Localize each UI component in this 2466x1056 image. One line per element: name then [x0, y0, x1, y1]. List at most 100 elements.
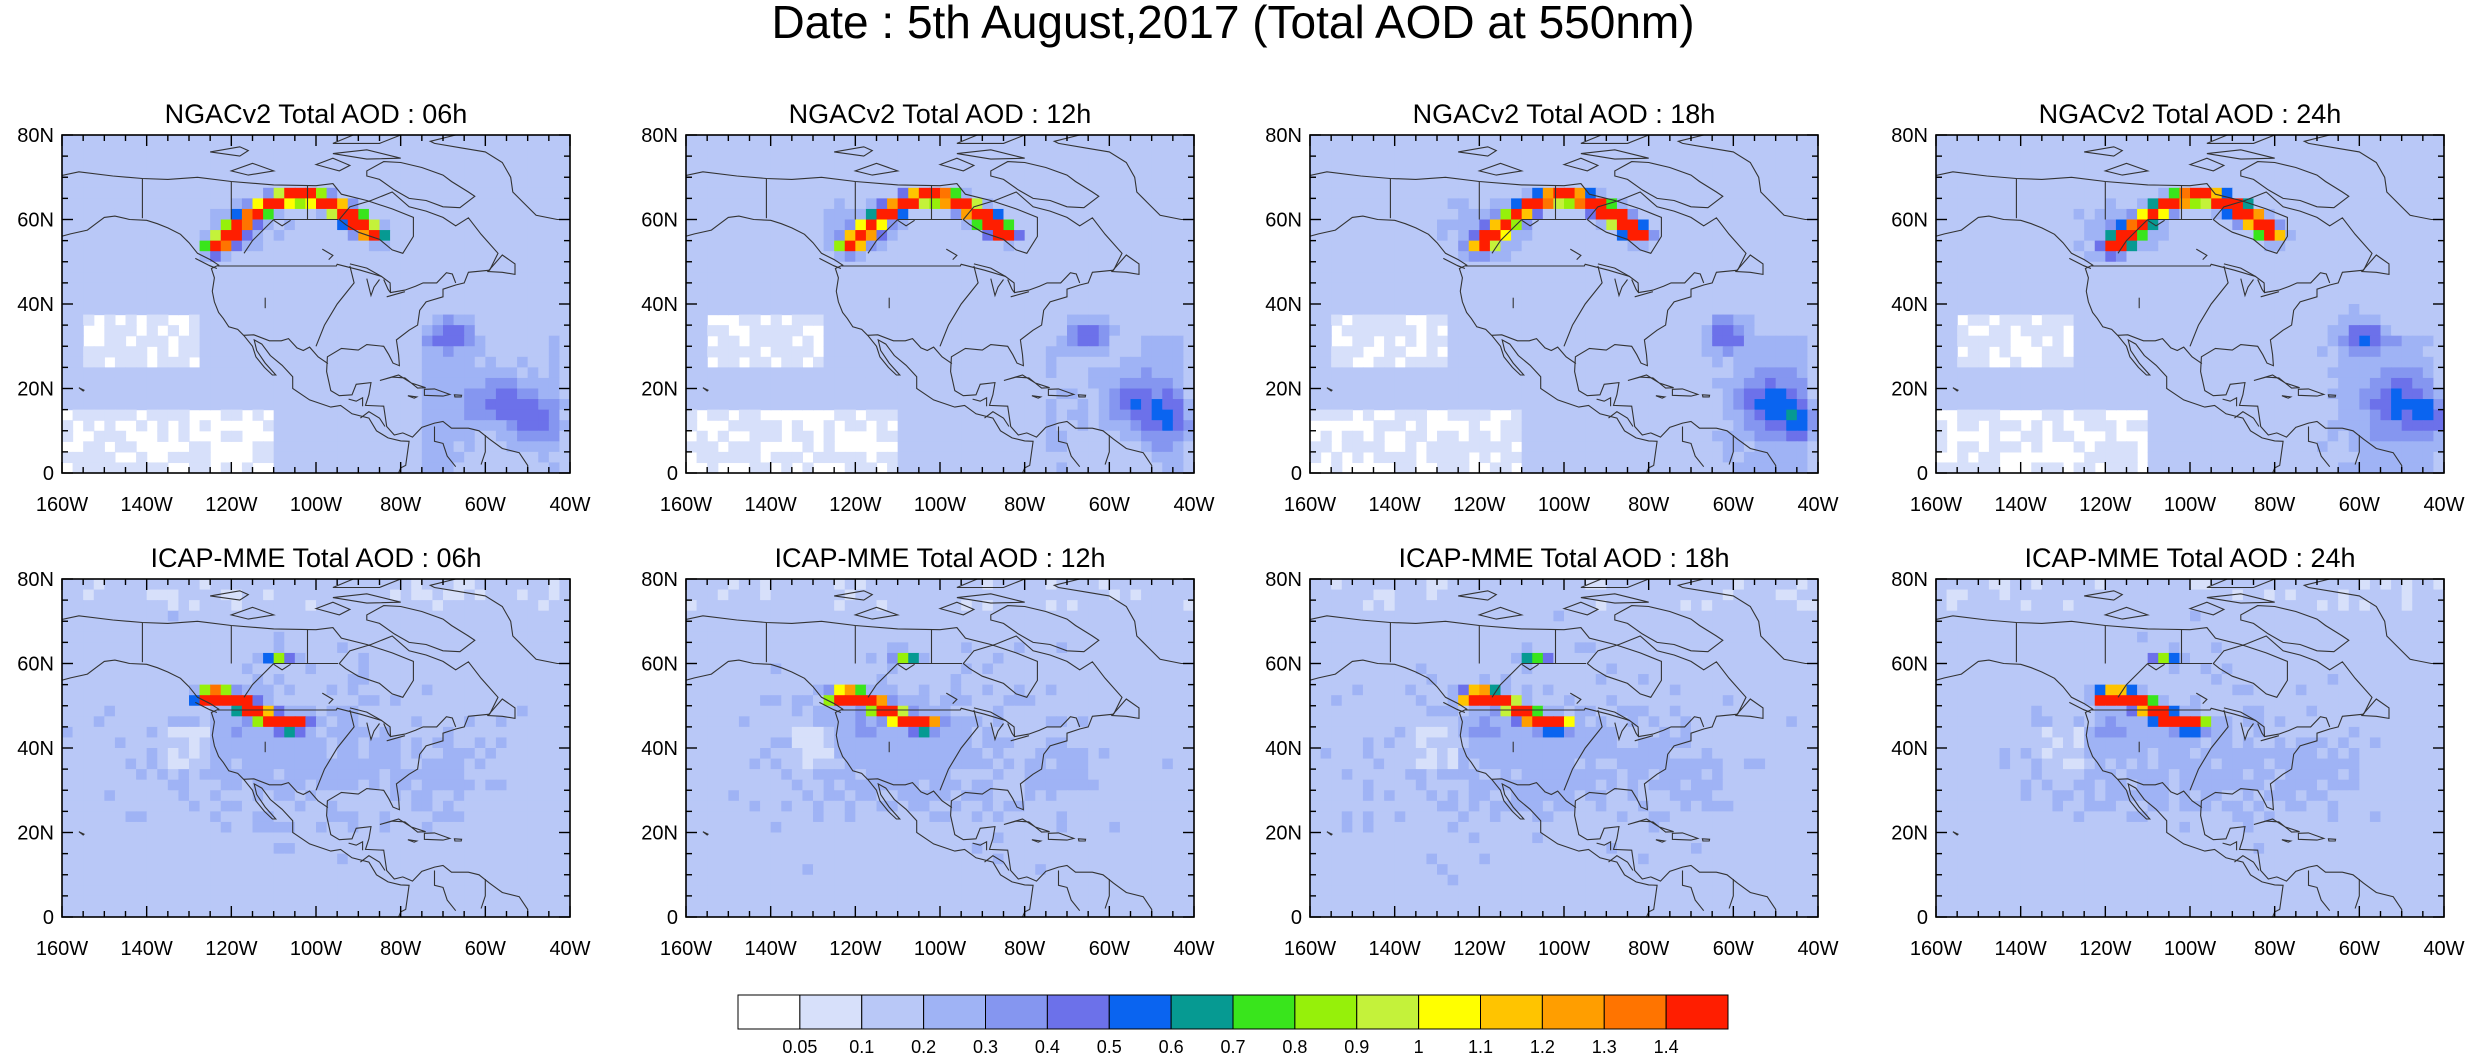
y-tick-label: 60N — [1265, 654, 1302, 676]
x-tick-label: 40W — [2423, 494, 2464, 516]
aod-field — [1310, 579, 1818, 917]
x-tick-label: 60W — [465, 494, 506, 516]
x-tick-label: 100W — [1538, 938, 1590, 960]
colorbar-swatch — [799, 994, 863, 1030]
map-panel-ngac-24: NGACv2 Total AOD : 24h 160W 140W 120W 100W 80… — [1891, 99, 2464, 516]
colorbar-swatch — [1108, 994, 1172, 1030]
x-tick-label: 80W — [1004, 938, 1045, 960]
coastlines — [1310, 135, 1818, 473]
x-tick-label: 140W — [1995, 494, 2047, 516]
x-tick-label: 40W — [1173, 494, 1214, 516]
x-tick-label: 80W — [1628, 494, 1669, 516]
colorbar-swatch — [1232, 994, 1296, 1030]
x-tick-label: 120W — [829, 494, 881, 516]
y-tick-label: 0 — [43, 907, 54, 929]
colorbar-tick-label: 0.6 — [1159, 1037, 1184, 1056]
colorbar-swatch — [1294, 994, 1358, 1030]
y-tick-label: 20N — [1265, 379, 1302, 401]
x-tick-label: 120W — [2079, 938, 2131, 960]
colorbar-swatch — [1541, 994, 1605, 1030]
colorbar-swatch — [1603, 994, 1667, 1030]
coastlines — [62, 135, 570, 473]
x-tick-label: 40W — [2423, 938, 2464, 960]
x-tick-label: 140W — [745, 938, 797, 960]
y-tick-label: 60N — [641, 210, 678, 232]
x-tick-label: 160W — [660, 938, 712, 960]
coastlines — [686, 579, 1194, 917]
panel-title: ICAP-MME Total AOD : 06h — [150, 543, 481, 573]
y-tick-label: 80N — [1891, 569, 1928, 591]
x-tick-label: 80W — [1004, 494, 1045, 516]
colorbar-tick-label: 1.2 — [1530, 1037, 1555, 1056]
y-tick-label: 60N — [1891, 210, 1928, 232]
x-tick-label: 60W — [2339, 494, 2380, 516]
colorbar-swatch — [1046, 994, 1110, 1030]
x-tick-label: 160W — [660, 494, 712, 516]
aod-field — [1936, 579, 2444, 917]
y-tick-label: 0 — [43, 463, 54, 485]
aod-field — [686, 579, 1194, 917]
y-tick-label: 80N — [1891, 125, 1928, 147]
y-tick-label: 0 — [667, 463, 678, 485]
colorbar-tick-label: 0.4 — [1035, 1037, 1060, 1056]
colorbar-tick-label: 0.2 — [911, 1037, 936, 1056]
panel-title: NGACv2 Total AOD : 18h — [1413, 99, 1716, 129]
y-tick-label: 20N — [1265, 823, 1302, 845]
x-tick-label: 100W — [914, 494, 966, 516]
y-tick-label: 60N — [641, 654, 678, 676]
aod-field — [686, 135, 1194, 473]
y-tick-label: 40N — [17, 738, 54, 760]
x-tick-label: 100W — [914, 938, 966, 960]
x-tick-label: 60W — [1089, 494, 1130, 516]
x-tick-label: 120W — [829, 938, 881, 960]
x-tick-label: 140W — [1369, 494, 1421, 516]
x-tick-label: 40W — [1173, 938, 1214, 960]
y-tick-label: 40N — [641, 294, 678, 316]
x-tick-label: 160W — [36, 938, 88, 960]
colorbar-tick-label: 1.3 — [1592, 1037, 1617, 1056]
x-tick-label: 100W — [2164, 494, 2216, 516]
y-tick-label: 0 — [1917, 907, 1928, 929]
y-tick-label: 0 — [1917, 463, 1928, 485]
y-tick-label: 20N — [17, 823, 54, 845]
x-tick-label: 80W — [2254, 494, 2295, 516]
panel-title: ICAP-MME Total AOD : 24h — [2024, 543, 2355, 573]
x-tick-label: 140W — [745, 494, 797, 516]
colorbar-swatch — [1418, 994, 1481, 1030]
y-tick-label: 40N — [1891, 738, 1928, 760]
colorbar-tick-label: 0.5 — [1097, 1037, 1122, 1056]
x-tick-label: 40W — [1797, 494, 1838, 516]
x-tick-label: 60W — [465, 938, 506, 960]
colorbar-tick-label: 0.3 — [973, 1037, 998, 1056]
panel-title: NGACv2 Total AOD : 12h — [789, 99, 1092, 129]
coastlines — [62, 579, 570, 917]
x-tick-label: 160W — [1910, 494, 1962, 516]
y-tick-label: 20N — [1891, 823, 1928, 845]
map-panel-icap-12: ICAP-MME Total AOD : 12h 160W 140W 120W 100W… — [641, 543, 1214, 960]
x-tick-label: 40W — [549, 494, 590, 516]
colorbar-tick-label: 1.1 — [1468, 1037, 1493, 1056]
x-tick-label: 40W — [1797, 938, 1838, 960]
x-tick-label: 160W — [1910, 938, 1962, 960]
x-tick-label: 100W — [1538, 494, 1590, 516]
coastlines — [1936, 135, 2444, 473]
colorbar: 0.05 0.1 0.2 0.3 0.4 0.5 0.6 0.7 0.8 0.9 1 1.1 1.2 1.… — [737, 994, 1729, 1056]
x-tick-label: 120W — [2079, 494, 2131, 516]
y-tick-label: 0 — [1291, 907, 1302, 929]
colorbar-swatch — [737, 994, 801, 1030]
x-tick-label: 160W — [1284, 494, 1336, 516]
y-tick-label: 40N — [17, 294, 54, 316]
y-tick-label: 80N — [1265, 125, 1302, 147]
map-panel-icap-06: ICAP-MME Total AOD : 06h 160W 140W 120W 100W… — [17, 543, 590, 960]
colorbar-tick-label: 0.8 — [1282, 1037, 1307, 1056]
y-tick-label: 20N — [17, 379, 54, 401]
x-tick-label: 100W — [290, 494, 342, 516]
x-tick-label: 60W — [1713, 938, 1754, 960]
colorbar-swatch — [1170, 994, 1234, 1030]
aod-field — [62, 135, 570, 473]
y-tick-label: 80N — [641, 125, 678, 147]
x-tick-label: 120W — [205, 938, 257, 960]
x-tick-label: 60W — [2339, 938, 2380, 960]
coastlines — [686, 135, 1194, 473]
x-tick-label: 120W — [205, 494, 257, 516]
